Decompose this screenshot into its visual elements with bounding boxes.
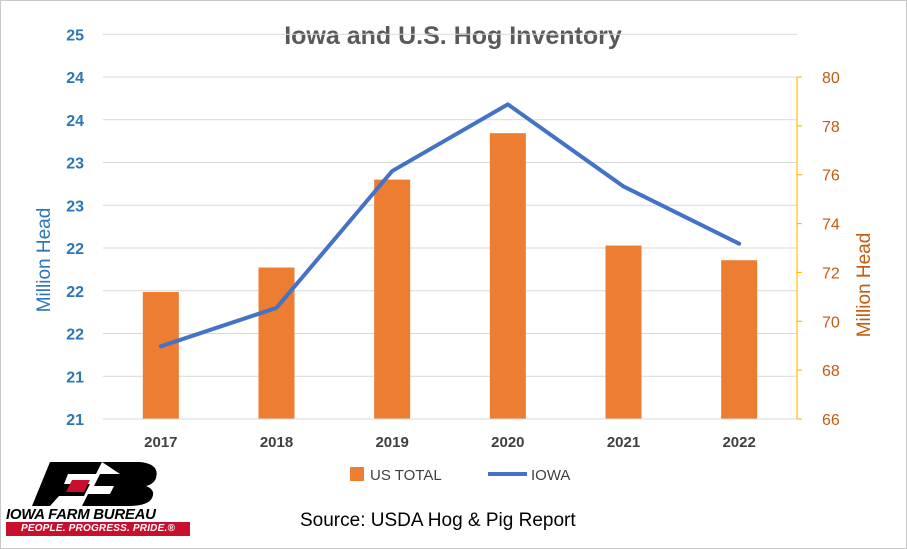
y-right-tick-label: 68 <box>822 363 840 380</box>
bar-us-total <box>605 245 642 419</box>
y-right-tick-label: 76 <box>822 168 840 185</box>
y-left-tick-label: 24 <box>66 113 84 130</box>
y-right-tick-label: 74 <box>822 217 840 234</box>
y-left-tick-label: 22 <box>66 241 84 258</box>
bar-us-total <box>721 260 758 419</box>
y-right-tick-label: 72 <box>822 265 840 282</box>
y-right-tick-label: 66 <box>822 412 840 429</box>
x-tick-label: 2020 <box>491 434 524 451</box>
x-tick-label: 2018 <box>260 434 293 451</box>
y-left-tick-label: 24 <box>66 70 84 87</box>
y-left-tick-label: 23 <box>66 156 84 173</box>
y-right-tick-label: 78 <box>822 119 840 136</box>
logo-tagline: PEOPLE. PROGRESS. PRIDE.® <box>6 522 190 536</box>
x-tick-label: 2021 <box>607 434 640 451</box>
chart-title: Iowa and U.S. Hog Inventory <box>284 22 622 50</box>
gridlines <box>103 33 797 377</box>
line-iowa <box>158 102 742 349</box>
y-left-tick-label: 25 <box>66 27 84 44</box>
y-right-axis-title: Million Head <box>854 233 875 338</box>
legend-label-iowa: IOWA <box>531 467 570 484</box>
bar-series-us-total <box>142 133 758 419</box>
y-left-tick-label: 23 <box>66 198 84 215</box>
x-tick-label: 2019 <box>375 434 408 451</box>
y-left-axis-title: Million Head <box>34 208 55 313</box>
bar-us-total <box>374 179 411 419</box>
logo-name: IOWA FARM BUREAU <box>6 506 156 523</box>
axes: 21 21 22 22 22 23 23 24 24 25 25 66 68 70 72 74 76 78 80 20… <box>66 0 840 451</box>
y-left-tick-label: 25 <box>66 0 84 2</box>
bar-us-total <box>489 133 526 419</box>
legend: US TOTAL IOWA <box>350 467 570 484</box>
y-left-tick-label: 21 <box>66 412 84 429</box>
line-series-iowa <box>158 102 742 349</box>
y-left-tick-label: 22 <box>66 327 84 344</box>
legend-label-us-total: US TOTAL <box>370 467 442 484</box>
y-right-tick-label: 70 <box>822 314 840 331</box>
x-tick-label: 2017 <box>144 434 177 451</box>
bar-us-total <box>142 291 179 419</box>
y-left-tick-label: 21 <box>66 369 84 386</box>
legend-swatch-us-total <box>350 467 364 481</box>
y-right-tick-label: 80 <box>822 70 840 87</box>
source-note: Source: USDA Hog & Pig Report <box>300 510 576 531</box>
farm-bureau-logo-icon <box>32 462 157 506</box>
y-left-tick-label: 22 <box>66 284 84 301</box>
x-tick-label: 2022 <box>722 434 755 451</box>
